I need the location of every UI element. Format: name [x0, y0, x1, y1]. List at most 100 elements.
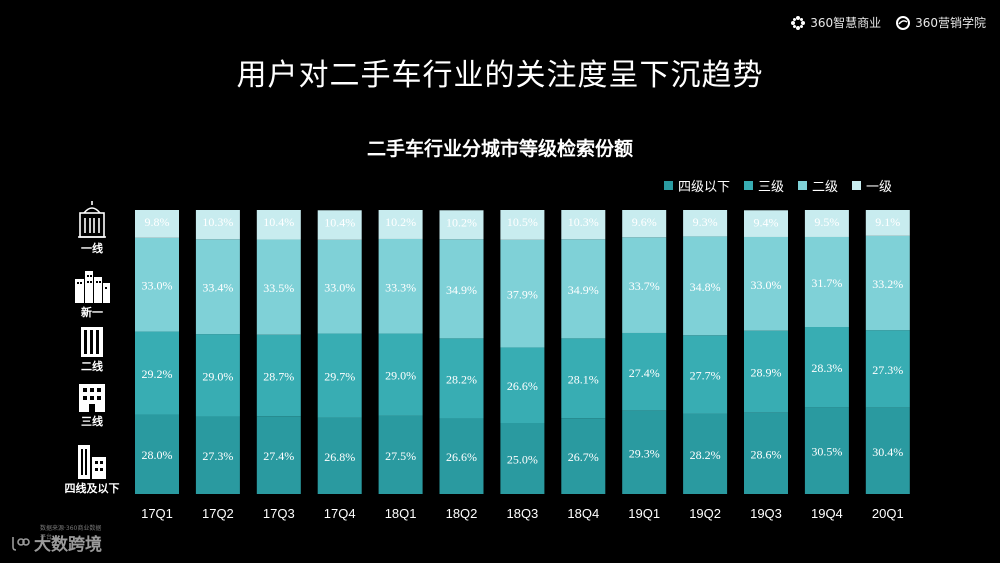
bar-segment-t1-17Q3 [256, 210, 301, 240]
bar-segment-t3-18Q4 [561, 338, 606, 419]
low-building-icon [78, 445, 106, 479]
x-tick-label-19Q4: 19Q4 [811, 506, 843, 521]
data-label-t4-17Q3: 27.4% [263, 449, 294, 463]
bar-segment-t1-20Q1 [865, 210, 910, 236]
data-label-t2-19Q2: 34.8% [690, 280, 721, 294]
bar-segment-t2-19Q3 [744, 236, 788, 331]
data-label-t2-17Q1: 33.0% [142, 279, 173, 293]
bar-segment-t1-19Q4 [804, 210, 849, 237]
x-tick-label-17Q4: 17Q4 [324, 506, 356, 521]
data-label-t3-18Q4: 28.1% [568, 372, 599, 386]
bar-segment-t1-19Q2 [683, 210, 728, 237]
bar-segment-t3-18Q3 [500, 347, 545, 423]
chart-title: 二手车行业分城市等级检索份额 [366, 138, 633, 160]
bar-segment-t2-19Q1 [622, 237, 667, 333]
data-label-t4-17Q4: 26.8% [324, 450, 355, 464]
tier-new-first: 新一 [52, 267, 132, 320]
flower-logo-icon [791, 15, 806, 30]
data-label-t4-19Q2: 28.2% [690, 448, 721, 462]
bar-segment-t2-18Q2 [439, 239, 484, 339]
data-label-t4-19Q4: 30.5% [811, 445, 842, 459]
legend-swatch-t4 [663, 181, 673, 190]
bar-segment-t1-18Q2 [439, 210, 484, 240]
bar-segment-t3-19Q2 [683, 335, 728, 414]
data-label-t3-19Q2: 27.7% [690, 369, 721, 383]
chart-legend: 四级以下 三级 二级 一级 [663, 176, 892, 195]
data-label-t2-18Q4: 34.9% [568, 283, 599, 297]
bar-segment-t4-17Q3 [256, 416, 301, 494]
data-label-t4-17Q2: 27.3% [202, 449, 233, 463]
data-label-t3-19Q3: 28.9% [751, 366, 782, 380]
x-tick-label-20Q1: 20Q1 [872, 506, 904, 521]
data-label-t2-17Q4: 33.0% [324, 281, 355, 295]
data-label-t3-20Q1: 27.3% [872, 363, 903, 377]
data-label-t3-18Q3: 26.6% [507, 379, 538, 393]
legend-item-t2: 二级 [797, 176, 838, 195]
legend-label-t4: 四级以下 [677, 180, 730, 195]
data-label-t1-19Q4: 9.5% [814, 215, 839, 229]
bar-segment-t4-17Q2 [195, 416, 240, 494]
data-label-t1-18Q2: 10.2% [446, 215, 477, 229]
bar-segment-t4-17Q4 [317, 417, 362, 494]
data-label-t2-18Q2: 34.9% [446, 283, 477, 297]
page-title: 用户对二手车行业的关注度呈下沉趋势 [236, 58, 764, 93]
data-label-t3-19Q1: 27.4% [629, 366, 660, 380]
data-label-t1-19Q3: 9.4% [754, 215, 779, 229]
data-label-t3-17Q4: 29.7% [324, 370, 355, 384]
data-label-t3-17Q1: 29.2% [142, 367, 173, 381]
data-label-t3-17Q3: 28.7% [263, 369, 294, 383]
legend-label-t3: 三级 [757, 180, 784, 195]
data-label-t2-19Q1: 33.7% [629, 279, 660, 293]
domed-building-icon [78, 201, 106, 238]
legend-swatch-t2 [797, 181, 807, 190]
bar-segment-t4-19Q4 [804, 407, 849, 494]
legend-label-t1: 一级 [865, 180, 892, 195]
data-label-t3-18Q1: 29.0% [385, 369, 416, 383]
x-tick-label-19Q1: 19Q1 [628, 506, 660, 521]
tier-label-first: 一线 [81, 242, 103, 255]
bar-segment-t4-18Q1 [378, 415, 423, 494]
x-tick-label-18Q2: 18Q2 [446, 506, 478, 521]
tier-third: 三线 [52, 380, 132, 429]
bar-segment-t4-18Q4 [561, 418, 606, 494]
bar-segment-t1-19Q1 [622, 210, 667, 238]
bar-segment-t2-19Q4 [804, 236, 849, 328]
x-tick-label-18Q3: 18Q3 [506, 506, 538, 521]
bar-segment-t1-17Q2 [195, 210, 240, 240]
data-label-t2-20Q1: 33.2% [872, 277, 903, 291]
data-label-t2-18Q1: 33.3% [385, 280, 416, 294]
data-label-t3-19Q4: 28.3% [811, 361, 842, 375]
logo-360-academy: 360营销学院 [895, 14, 986, 31]
bar-segment-t4-19Q2 [683, 413, 728, 494]
bar-segment-t3-17Q2 [195, 334, 240, 417]
data-label-t1-20Q1: 9.1% [875, 215, 900, 229]
bar-segment-t3-19Q1 [622, 332, 667, 411]
logo-360-business: 360智慧商业 [790, 14, 881, 31]
legend-swatch-t1 [851, 181, 861, 190]
legend-swatch-t3 [743, 181, 753, 190]
bar-segment-t2-17Q1 [135, 237, 179, 332]
header-logos: 360智慧商业 360营销学院 [790, 14, 986, 31]
data-label-t1-19Q1: 9.6% [632, 215, 657, 229]
legend-label-t2: 二级 [811, 180, 838, 195]
bar-segment-t2-17Q4 [317, 239, 362, 334]
watermark-subtext: 数据来源·360商业数据平台 [40, 525, 102, 541]
data-label-t4-17Q1: 28.0% [142, 448, 173, 462]
bar-segment-t4-20Q1 [865, 407, 910, 494]
x-tick-label-19Q2: 19Q2 [689, 506, 721, 521]
bar-segment-t3-19Q3 [744, 330, 788, 413]
data-label-t1-18Q3: 10.5% [507, 215, 538, 229]
bar-segment-t4-19Q3 [744, 412, 788, 494]
x-tick-label-17Q2: 17Q2 [202, 506, 234, 521]
data-label-t3-18Q2: 28.2% [446, 372, 477, 386]
legend-item-t1: 一级 [851, 176, 892, 195]
data-label-t1-17Q4: 10.4% [324, 215, 355, 229]
data-label-t4-19Q1: 29.3% [629, 446, 660, 460]
logo-right-text: 360营销学院 [915, 16, 986, 30]
bar-segment-t3-17Q3 [256, 334, 301, 417]
skyline-icon [75, 271, 110, 303]
city-tier-column: 一线 新一 二线 [52, 195, 132, 505]
bar-segment-t2-20Q1 [865, 235, 910, 331]
tier-label-third: 三线 [81, 415, 103, 428]
data-label-t1-18Q1: 10.2% [385, 215, 416, 229]
